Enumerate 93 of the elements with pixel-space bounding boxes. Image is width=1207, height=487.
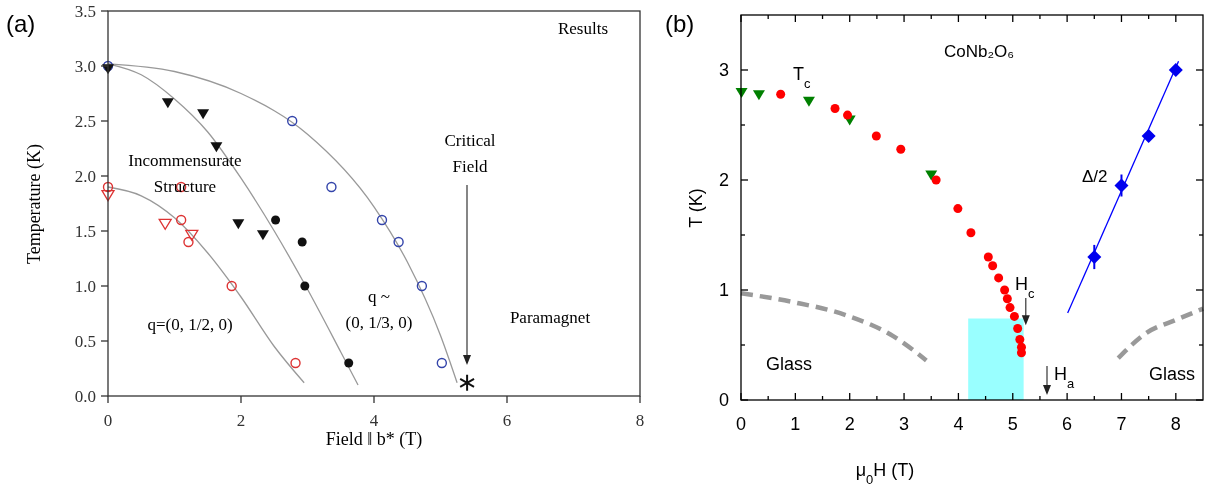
point	[994, 273, 1004, 283]
point	[232, 219, 245, 230]
y-axis-title: Temperature (K)	[24, 143, 45, 265]
point	[1087, 250, 1102, 264]
annotation: H$_{c}$	[1015, 274, 1035, 301]
x-tick-label: 8	[1170, 414, 1181, 434]
point	[376, 214, 388, 226]
x-axis-title: Field ‖ b* (T)	[325, 429, 423, 450]
x-tick-label: 3	[899, 414, 910, 434]
point	[344, 358, 354, 368]
point	[1009, 311, 1019, 321]
annotation: Results	[557, 19, 609, 38]
point	[1016, 348, 1026, 358]
y-tick-label: 0.5	[74, 332, 96, 351]
point	[752, 90, 765, 101]
point	[1000, 285, 1010, 295]
y-tick-label: 0	[718, 390, 729, 410]
annotation: Paramagnet	[509, 308, 591, 327]
x-tick-label: 4	[369, 411, 379, 430]
y-axis-title: T (K)	[686, 188, 706, 228]
point	[287, 115, 298, 127]
point	[966, 228, 976, 238]
annotation: q ~ (0, 1/3, 0)	[345, 287, 413, 332]
point	[101, 190, 115, 202]
point	[175, 214, 187, 226]
point	[210, 142, 223, 153]
annotation: Glass	[1148, 364, 1196, 384]
point	[988, 261, 998, 271]
x-tick-label: 4	[953, 414, 964, 434]
annotation: Δ/2	[1082, 167, 1108, 186]
point	[1002, 294, 1012, 304]
point	[197, 109, 210, 120]
x-tick-label: 5	[1007, 414, 1018, 434]
point	[1015, 335, 1025, 344]
point	[953, 204, 963, 214]
text: (a)	[6, 10, 36, 37]
annotation: T$_{c}$	[793, 64, 811, 91]
x-tick-label: 6	[502, 411, 512, 430]
point	[102, 181, 114, 193]
x-tick-label: 6	[1062, 414, 1073, 434]
y-tick-label: 1.0	[74, 277, 96, 296]
point	[185, 229, 199, 241]
annotation: H$_{a}$	[1054, 364, 1075, 391]
y-tick-label: 3.0	[74, 57, 96, 76]
y-tick-label: 2	[718, 170, 729, 190]
x-tick-label: 1	[790, 414, 801, 434]
point	[393, 236, 404, 248]
y-tick-label: 1.5	[74, 222, 96, 241]
point	[1013, 324, 1023, 333]
point	[830, 104, 840, 113]
x-tick-label: 2	[236, 411, 246, 430]
point	[896, 144, 906, 154]
y-tick-label: 2.5	[74, 112, 96, 131]
point	[416, 280, 428, 292]
x-tick-label: 0	[103, 411, 113, 430]
point	[158, 218, 172, 230]
point	[256, 230, 269, 241]
point	[931, 175, 941, 185]
annotation: Glass	[765, 354, 813, 374]
point	[271, 215, 281, 225]
y-tick-label: 0.0	[74, 387, 96, 406]
point	[459, 373, 476, 392]
point	[1005, 303, 1015, 313]
x-tick-label: 8	[635, 411, 645, 430]
y-tick-label: 2.0	[74, 167, 96, 186]
point	[843, 110, 853, 120]
point	[183, 236, 194, 248]
annotation: q=(0, 1/2, 0)	[147, 315, 233, 334]
x-tick-label: 7	[1116, 414, 1127, 434]
point	[436, 357, 448, 369]
point	[297, 237, 307, 247]
point	[1168, 63, 1183, 77]
y-tick-label: 3.5	[74, 2, 96, 21]
point	[871, 131, 881, 141]
point	[983, 252, 993, 262]
point	[802, 96, 815, 107]
point	[226, 280, 237, 292]
text: (b)	[665, 10, 695, 37]
annotation: Critical Field	[444, 131, 496, 176]
point	[1141, 129, 1156, 143]
point	[102, 60, 114, 72]
point	[290, 357, 301, 369]
point	[326, 181, 337, 193]
point	[776, 89, 786, 99]
y-tick-label: 1	[718, 280, 729, 300]
point	[1114, 178, 1129, 193]
point	[300, 281, 310, 291]
x-axis-title: μ$_{0}$H (T)	[855, 460, 915, 487]
y-tick-label: 3	[718, 60, 729, 80]
point	[161, 98, 174, 109]
x-tick-label: 0	[735, 414, 747, 434]
x-tick-label: 2	[844, 414, 855, 434]
annotation: CoNb₂O₆	[944, 42, 1015, 61]
